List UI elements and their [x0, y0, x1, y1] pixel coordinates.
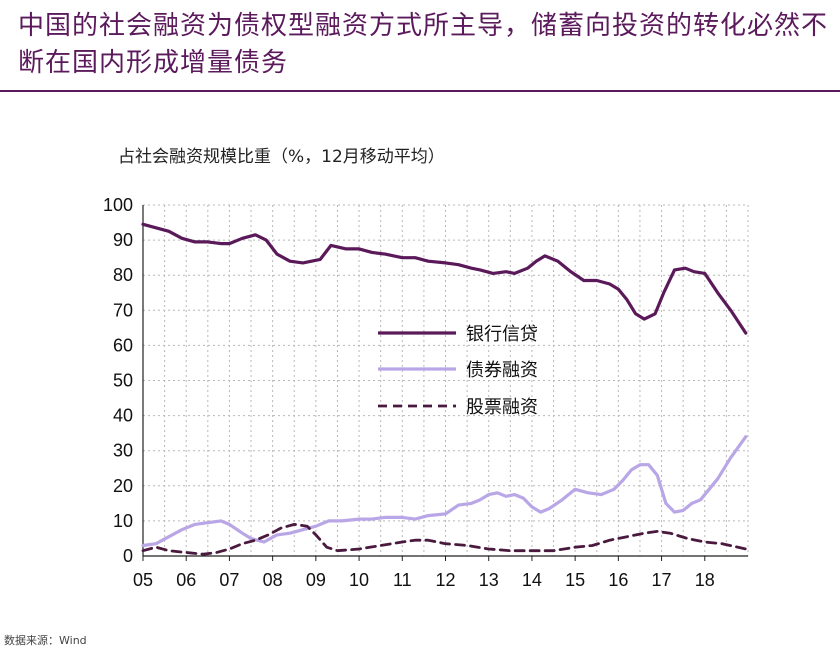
x-tick-label: 06 — [176, 570, 196, 590]
series-line-2 — [141, 435, 748, 548]
x-tick-label: 11 — [393, 570, 412, 590]
x-tick-label: 09 — [306, 570, 326, 590]
x-tick-label: 05 — [133, 570, 153, 590]
chart-title: 占社会融资规模比重（%，12月移动平均） — [118, 147, 445, 167]
series-layer — [141, 222, 748, 556]
x-tick-label: 10 — [349, 570, 369, 590]
axis-layer: 0 10 20 30 40 50 60 70 80 90 100 05 06 07 08 09 10 11 12 13… — [103, 195, 748, 590]
x-tick-label: 18 — [695, 570, 715, 590]
series-line-3 — [141, 523, 748, 556]
y-tick-label: 0 — [123, 546, 133, 566]
source-note: 数据来源：Wind — [4, 634, 87, 647]
y-tick-label: 20 — [113, 476, 133, 496]
y-tick-label: 70 — [113, 300, 133, 320]
y-tick-label: 30 — [113, 441, 133, 461]
y-tick-label: 40 — [113, 406, 133, 426]
headline-divider — [0, 90, 840, 92]
x-tick-label: 15 — [565, 570, 585, 590]
y-tick-label: 10 — [113, 511, 133, 531]
legend-label-2: 债券融资 — [466, 360, 538, 381]
x-tick-label: 14 — [522, 570, 542, 590]
x-tick-label: 17 — [652, 570, 672, 590]
x-tick-label: 16 — [608, 570, 628, 590]
headline: 中国的社会融资为债权型融资方式所主导，储蓄向投资的转化必然不断在国内形成增量债务 — [18, 11, 829, 78]
y-tick-label: 60 — [113, 335, 133, 355]
y-tick-label: 50 — [113, 371, 133, 391]
grid-layer — [143, 204, 749, 556]
y-tick-label: 90 — [113, 230, 133, 250]
y-tick-label: 80 — [113, 265, 133, 285]
x-tick-label: 12 — [435, 570, 455, 590]
x-tick-label: 08 — [263, 570, 283, 590]
legend-label-1: 银行信贷 — [466, 324, 538, 345]
x-tick-label: 13 — [479, 570, 499, 590]
x-tick-label: 07 — [219, 570, 239, 590]
y-tick-label: 100 — [103, 195, 133, 215]
legend-label-3: 股票融资 — [466, 397, 538, 418]
series-line-1 — [141, 222, 748, 335]
